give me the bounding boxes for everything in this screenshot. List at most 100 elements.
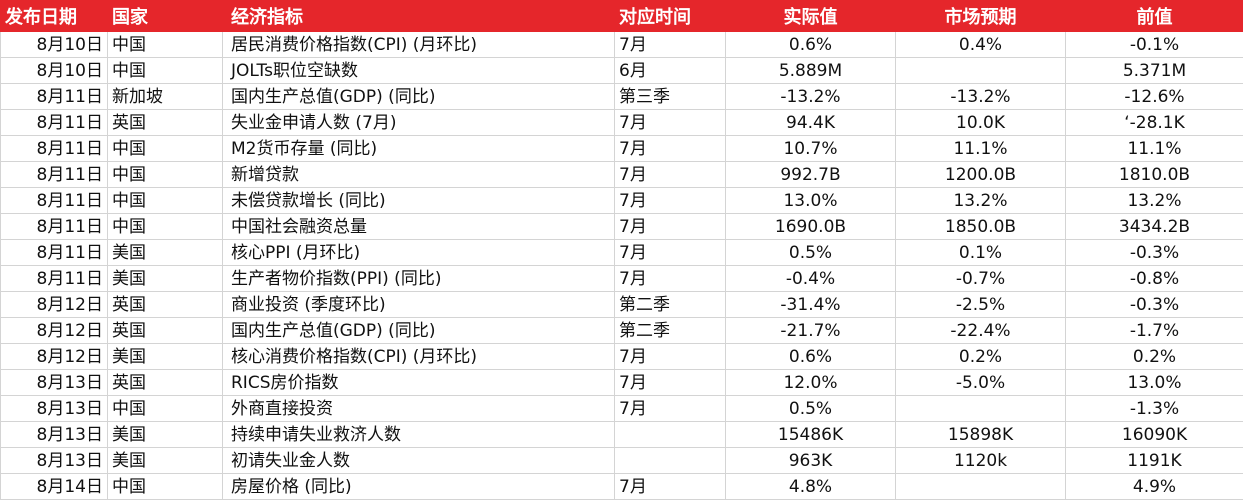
cell-previous: 4.9% (1065, 473, 1243, 500)
cell-indicator: 商业投资 (季度环比) (222, 291, 615, 318)
cell-previous: -0.3% (1065, 291, 1243, 318)
cell-period: 7月 (614, 239, 726, 266)
cell-period: 7月 (614, 135, 726, 162)
cell-expected: -2.5% (895, 291, 1066, 318)
cell-previous: -1.3% (1065, 395, 1243, 422)
cell-actual: 1690.0B (725, 213, 896, 240)
cell-date: 8月13日 (0, 369, 108, 396)
cell-indicator: 外商直接投资 (222, 395, 615, 422)
cell-period: 6月 (614, 57, 726, 84)
cell-period: 7月 (614, 369, 726, 396)
table-row: 8月11日 美国 生产者物价指数(PPI) (同比) 7月 -0.4% -0.7% -0.8… (0, 265, 1243, 292)
cell-date: 8月13日 (0, 421, 108, 448)
cell-date: 8月12日 (0, 317, 108, 344)
header-row: 发布日期 国家 经济指标 对应时间 实际值 市场预期 前值 (0, 0, 1243, 32)
cell-period: 第二季 (614, 291, 726, 318)
cell-country: 英国 (107, 369, 223, 396)
cell-date: 8月11日 (0, 161, 108, 188)
cell-indicator: JOLTs职位空缺数 (222, 57, 615, 84)
cell-previous: 1810.0B (1065, 161, 1243, 188)
table-row: 8月12日 英国 国内生产总值(GDP) (同比) 第二季 -21.7% -22.4% -1… (0, 317, 1243, 344)
cell-previous: ‘-28.1K (1065, 109, 1243, 136)
cell-expected: 0.1% (895, 239, 1066, 266)
cell-actual: -31.4% (725, 291, 896, 318)
cell-date: 8月13日 (0, 395, 108, 422)
cell-period: 7月 (614, 213, 726, 240)
header-date: 发布日期 (0, 0, 108, 32)
cell-period: 7月 (614, 265, 726, 292)
cell-period: 第二季 (614, 317, 726, 344)
cell-period (614, 421, 726, 448)
cell-actual: -0.4% (725, 265, 896, 292)
cell-indicator: 失业金申请人数 (7月) (222, 109, 615, 136)
header-indicator: 经济指标 (222, 0, 615, 32)
cell-indicator: 初请失业金人数 (222, 447, 615, 474)
cell-country: 美国 (107, 265, 223, 292)
cell-previous: 16090K (1065, 421, 1243, 448)
cell-previous: 13.2% (1065, 187, 1243, 214)
cell-indicator: 房屋价格 (同比) (222, 473, 615, 500)
cell-actual: -13.2% (725, 83, 896, 110)
cell-actual: 12.0% (725, 369, 896, 396)
cell-actual: 0.5% (725, 239, 896, 266)
cell-country: 中国 (107, 395, 223, 422)
cell-date: 8月14日 (0, 473, 108, 500)
cell-expected (895, 395, 1066, 422)
table-row: 8月11日 新加坡 国内生产总值(GDP) (同比) 第三季 -13.2% -13.2% -… (0, 83, 1243, 110)
cell-date: 8月12日 (0, 343, 108, 370)
cell-country: 中国 (107, 31, 223, 58)
cell-expected: 11.1% (895, 135, 1066, 162)
cell-indicator: 核心消费价格指数(CPI) (月环比) (222, 343, 615, 370)
cell-indicator: 新增贷款 (222, 161, 615, 188)
cell-actual: 4.8% (725, 473, 896, 500)
cell-indicator: 未偿贷款增长 (同比) (222, 187, 615, 214)
cell-country: 美国 (107, 447, 223, 474)
table-row: 8月13日 英国 RICS房价指数 7月 12.0% -5.0% 13.0% (0, 369, 1243, 396)
cell-country: 中国 (107, 213, 223, 240)
cell-country: 新加坡 (107, 83, 223, 110)
cell-country: 中国 (107, 135, 223, 162)
table-row: 8月13日 中国 外商直接投资 7月 0.5% -1.3% (0, 395, 1243, 422)
header-expected: 市场预期 (895, 0, 1066, 32)
cell-actual: 13.0% (725, 187, 896, 214)
cell-actual: 0.6% (725, 343, 896, 370)
cell-expected: 1120k (895, 447, 1066, 474)
cell-expected (895, 473, 1066, 500)
cell-expected: 15898K (895, 421, 1066, 448)
cell-period: 7月 (614, 395, 726, 422)
cell-previous: 1191K (1065, 447, 1243, 474)
cell-expected: 1200.0B (895, 161, 1066, 188)
cell-actual: -21.7% (725, 317, 896, 344)
cell-expected: -0.7% (895, 265, 1066, 292)
cell-date: 8月10日 (0, 57, 108, 84)
cell-period: 7月 (614, 343, 726, 370)
cell-actual: 10.7% (725, 135, 896, 162)
cell-country: 美国 (107, 239, 223, 266)
cell-expected: 13.2% (895, 187, 1066, 214)
cell-indicator: 中国社会融资总量 (222, 213, 615, 240)
cell-expected: 0.2% (895, 343, 1066, 370)
cell-actual: 0.6% (725, 31, 896, 58)
cell-expected: -22.4% (895, 317, 1066, 344)
cell-expected: -5.0% (895, 369, 1066, 396)
header-country: 国家 (107, 0, 223, 32)
cell-previous: 5.371M (1065, 57, 1243, 84)
cell-previous: -0.8% (1065, 265, 1243, 292)
table-body: 8月10日 中国 居民消费价格指数(CPI) (月环比) 7月 0.6% 0.4% -0.1… (0, 31, 1243, 500)
cell-country: 英国 (107, 317, 223, 344)
cell-period: 7月 (614, 187, 726, 214)
header-actual: 实际值 (725, 0, 896, 32)
cell-previous: 3434.2B (1065, 213, 1243, 240)
cell-actual: 15486K (725, 421, 896, 448)
cell-expected: -13.2% (895, 83, 1066, 110)
table-row: 8月11日 美国 核心PPI (月环比) 7月 0.5% 0.1% -0.3% (0, 239, 1243, 266)
cell-period: 7月 (614, 31, 726, 58)
cell-previous: -0.1% (1065, 31, 1243, 58)
table-row: 8月12日 美国 核心消费价格指数(CPI) (月环比) 7月 0.6% 0.2% 0.2% (0, 343, 1243, 370)
cell-date: 8月10日 (0, 31, 108, 58)
cell-country: 美国 (107, 343, 223, 370)
cell-country: 英国 (107, 109, 223, 136)
header-period: 对应时间 (614, 0, 726, 32)
cell-period (614, 447, 726, 474)
cell-date: 8月11日 (0, 109, 108, 136)
